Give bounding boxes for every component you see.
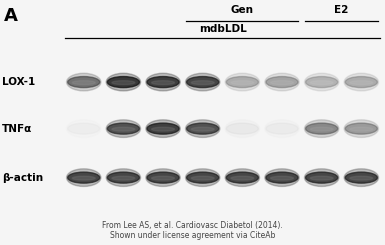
Ellipse shape [271,176,293,180]
Ellipse shape [266,123,298,134]
Ellipse shape [305,73,339,91]
Ellipse shape [187,76,219,87]
Ellipse shape [107,123,139,134]
Ellipse shape [231,127,254,131]
Ellipse shape [271,127,293,131]
Ellipse shape [152,81,174,85]
Ellipse shape [72,127,95,131]
Ellipse shape [112,127,135,131]
Ellipse shape [68,172,100,183]
Ellipse shape [112,81,135,85]
Ellipse shape [306,76,338,87]
Ellipse shape [68,76,100,87]
Ellipse shape [147,76,179,87]
Ellipse shape [226,172,258,183]
Ellipse shape [147,172,179,183]
Text: E2: E2 [334,5,349,15]
Ellipse shape [345,76,377,87]
Ellipse shape [266,172,298,183]
Ellipse shape [225,73,259,91]
Ellipse shape [72,176,95,180]
Ellipse shape [345,172,377,183]
Ellipse shape [147,123,179,134]
Ellipse shape [146,73,180,91]
Ellipse shape [106,120,141,137]
Ellipse shape [266,76,298,87]
Ellipse shape [112,176,135,180]
Ellipse shape [225,169,259,186]
Ellipse shape [231,81,254,85]
Ellipse shape [67,120,101,137]
Ellipse shape [305,120,339,137]
Ellipse shape [350,127,373,131]
Ellipse shape [265,169,299,186]
Ellipse shape [350,176,373,180]
Ellipse shape [310,127,333,131]
Ellipse shape [345,123,377,134]
Ellipse shape [187,172,219,183]
Text: β-actin: β-actin [2,173,43,183]
Ellipse shape [152,127,174,131]
Ellipse shape [265,73,299,91]
Ellipse shape [231,176,254,180]
Ellipse shape [67,169,101,186]
Text: From Lee AS, et al. Cardiovasc Diabetol (2014).
Shown under license agreement vi: From Lee AS, et al. Cardiovasc Diabetol … [102,221,283,240]
Ellipse shape [186,169,220,186]
Ellipse shape [344,120,378,137]
Ellipse shape [310,176,333,180]
Ellipse shape [107,172,139,183]
Ellipse shape [191,176,214,180]
Ellipse shape [265,120,299,137]
Ellipse shape [152,176,174,180]
Ellipse shape [191,81,214,85]
Ellipse shape [306,172,338,183]
Ellipse shape [187,123,219,134]
Ellipse shape [191,127,214,131]
Ellipse shape [271,81,293,85]
Ellipse shape [72,81,95,85]
Ellipse shape [106,169,141,186]
Ellipse shape [186,73,220,91]
Ellipse shape [344,169,378,186]
Text: TNFα: TNFα [2,124,32,134]
Text: A: A [4,7,18,25]
Text: mdbLDL: mdbLDL [199,24,246,34]
Ellipse shape [146,120,180,137]
Ellipse shape [226,123,258,134]
Text: LOX-1: LOX-1 [2,77,35,87]
Ellipse shape [146,169,180,186]
Ellipse shape [226,76,258,87]
Ellipse shape [306,123,338,134]
Ellipse shape [305,169,339,186]
Ellipse shape [310,81,333,85]
Text: Gen: Gen [231,5,254,15]
Ellipse shape [67,73,101,91]
Ellipse shape [186,120,220,137]
Ellipse shape [350,81,373,85]
Ellipse shape [107,76,139,87]
Ellipse shape [225,120,259,137]
Ellipse shape [68,123,100,134]
Ellipse shape [344,73,378,91]
Ellipse shape [106,73,141,91]
